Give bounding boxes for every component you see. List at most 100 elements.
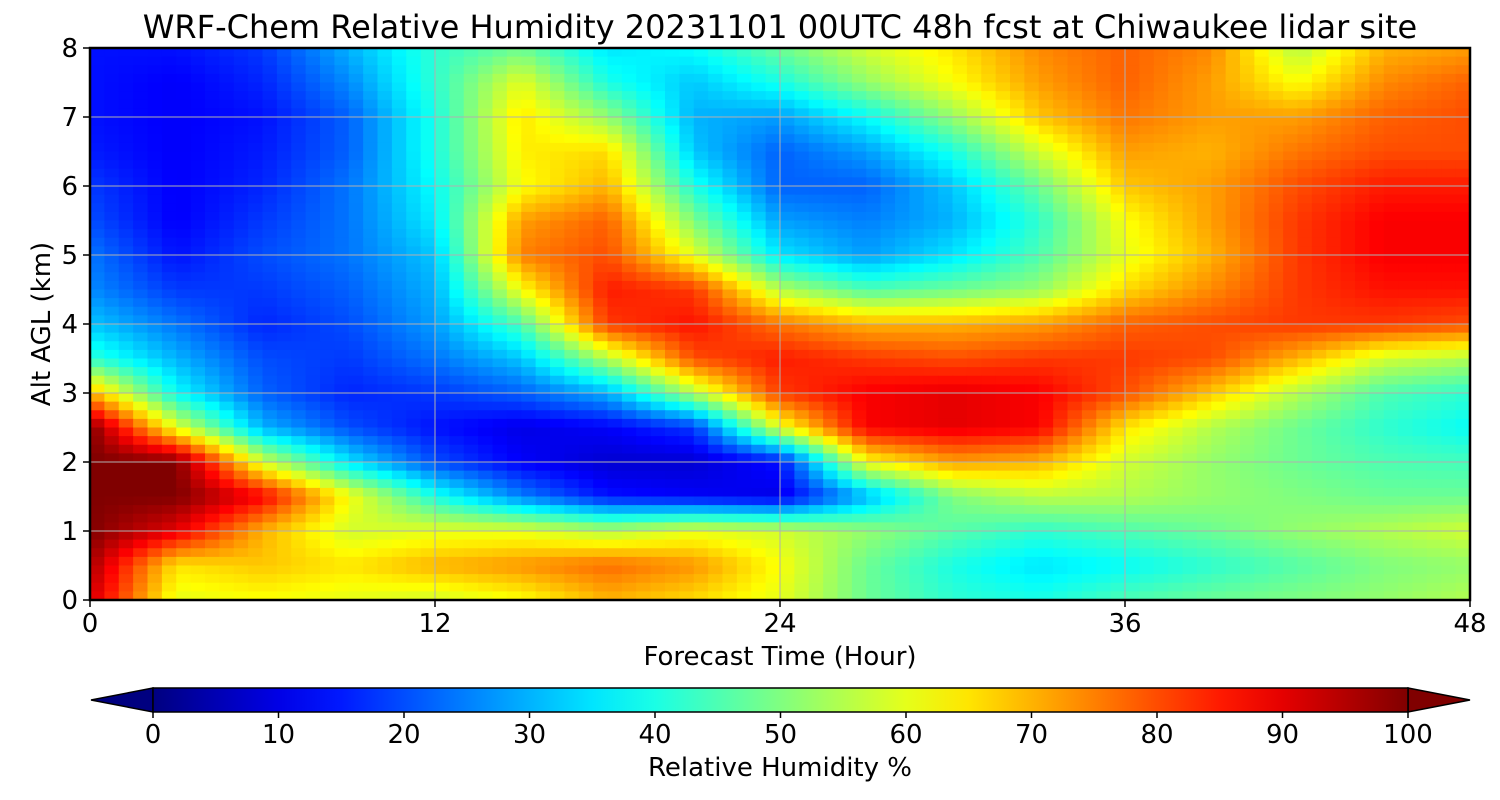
heatmap-cell — [233, 462, 249, 472]
heatmap-cell — [305, 479, 321, 489]
heatmap-cell — [621, 375, 637, 385]
heatmap-cell — [320, 324, 335, 334]
heatmap-cell — [521, 410, 537, 420]
heatmap-cell — [1168, 298, 1184, 308]
heatmap-cell — [305, 237, 321, 247]
heatmap-cell — [190, 160, 206, 170]
heatmap-cell — [794, 246, 810, 256]
heatmap-cell — [751, 48, 767, 58]
heatmap-cell — [1225, 125, 1241, 135]
heatmap-cell — [995, 427, 1011, 437]
heatmap-cell — [1225, 453, 1241, 463]
heatmap-cell — [1383, 436, 1399, 446]
heatmap-cell — [521, 211, 537, 222]
heatmap-cell — [449, 160, 465, 170]
heatmap-cell — [722, 229, 738, 239]
heatmap-cell — [765, 117, 781, 127]
heatmap-cell — [1311, 151, 1327, 161]
heatmap-cell — [1067, 186, 1083, 196]
heatmap-cell — [118, 194, 134, 204]
heatmap-cell — [722, 479, 738, 489]
heatmap-cell — [233, 108, 249, 118]
heatmap-cell — [449, 479, 465, 489]
heatmap-cell — [176, 237, 192, 247]
heatmap-cell — [1412, 237, 1428, 247]
heatmap-cell — [1254, 108, 1270, 118]
heatmap-cell — [909, 410, 925, 420]
heatmap-cell — [1125, 91, 1140, 101]
heatmap-cell — [1268, 194, 1284, 204]
heatmap-cell — [1254, 462, 1270, 472]
heatmap-cell — [981, 306, 997, 316]
heatmap-cell — [1125, 229, 1140, 239]
heatmap-cell — [808, 349, 824, 360]
heatmap-cell — [722, 203, 738, 213]
heatmap-cell — [1196, 410, 1212, 420]
heatmap-cell — [578, 151, 594, 161]
heatmap-cell — [449, 280, 465, 291]
heatmap-cell — [1010, 177, 1025, 187]
heatmap-cell — [492, 211, 508, 222]
heatmap-cell — [420, 177, 436, 187]
heatmap-cell — [578, 367, 594, 377]
heatmap-cell — [679, 280, 695, 291]
heatmap-cell — [205, 393, 220, 403]
heatmap-cell — [952, 255, 968, 265]
heatmap-cell — [1153, 427, 1169, 437]
heatmap-cell — [1383, 203, 1399, 213]
heatmap-cell — [995, 410, 1011, 420]
heatmap-cell — [837, 82, 853, 92]
heatmap-cell — [909, 306, 925, 316]
heatmap-cell — [837, 487, 853, 498]
heatmap-cell — [607, 358, 623, 368]
heatmap-cell — [1326, 418, 1342, 429]
heatmap-cell — [1225, 462, 1241, 472]
heatmap-cell — [478, 125, 494, 135]
heatmap-cell — [435, 427, 450, 437]
heatmap-cell — [420, 358, 436, 368]
heatmap-cell — [1340, 332, 1356, 342]
heatmap-cell — [751, 341, 767, 351]
heatmap-cell — [722, 48, 738, 58]
heatmap-cell — [880, 134, 896, 144]
heatmap-cell — [550, 280, 565, 291]
heatmap-cell — [320, 246, 335, 256]
heatmap-cell — [593, 99, 609, 109]
heatmap-cell — [1383, 315, 1399, 325]
heatmap-cell — [636, 393, 652, 403]
heatmap-cell — [1182, 151, 1198, 161]
heatmap-cell — [1182, 280, 1198, 291]
heatmap-cell — [478, 186, 494, 196]
heatmap-cell — [118, 487, 134, 498]
heatmap-cell — [981, 332, 997, 342]
heatmap-cell — [1455, 220, 1470, 230]
heatmap-cell — [1283, 375, 1299, 385]
heatmap-cell — [176, 332, 192, 342]
heatmap-cell — [478, 410, 494, 420]
heatmap-cell — [147, 358, 163, 368]
heatmap-cell — [1398, 272, 1414, 282]
heatmap-cell — [636, 211, 652, 222]
heatmap-cell — [736, 280, 752, 291]
heatmap-cell — [1153, 220, 1169, 230]
heatmap-cell — [478, 427, 494, 437]
heatmap-cell — [1455, 272, 1470, 282]
heatmap-cell — [1383, 56, 1399, 66]
heatmap-cell — [895, 108, 910, 118]
heatmap-cell — [794, 237, 810, 247]
heatmap-cell — [118, 99, 134, 109]
heatmap-cell — [176, 73, 192, 84]
heatmap-cell — [1426, 108, 1442, 118]
heatmap-cell — [1297, 246, 1313, 256]
heatmap-cell — [1311, 436, 1327, 446]
heatmap-cell — [578, 56, 594, 66]
heatmap-cell — [650, 203, 666, 213]
heatmap-cell — [564, 186, 580, 196]
heatmap-cell — [276, 418, 292, 429]
heatmap-cell — [550, 375, 565, 385]
heatmap-cell — [233, 375, 249, 385]
heatmap-cell — [708, 186, 724, 196]
heatmap-cell — [693, 73, 709, 84]
heatmap-cell — [1110, 401, 1126, 411]
heatmap-cell — [377, 211, 393, 222]
